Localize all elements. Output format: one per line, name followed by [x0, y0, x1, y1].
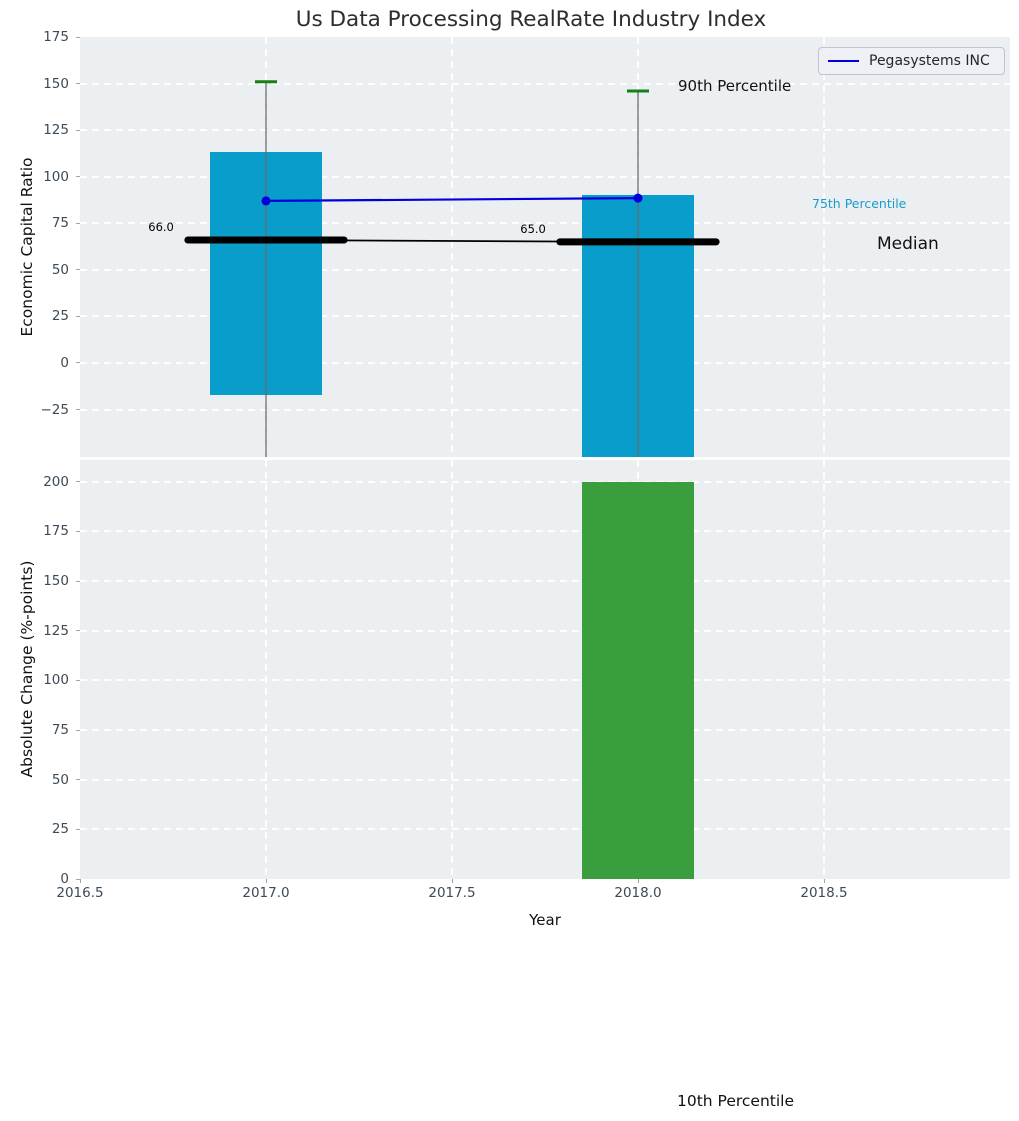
xtick-2018: 2018.0 — [614, 885, 662, 901]
gridline-horizontal — [80, 82, 1010, 85]
bottom-ytickmark — [76, 481, 80, 483]
gridline-horizontal — [80, 828, 1010, 831]
bottom-y-axis-label: Absolute Change (%-points) — [18, 560, 36, 778]
bottom-ytick-125: 125 — [43, 622, 69, 639]
bottom-ytick-150: 150 — [43, 573, 69, 590]
bottom-ytickmark — [76, 779, 80, 781]
gridline-vertical — [823, 37, 825, 457]
median-value-label-2017: 66.0 — [148, 220, 174, 234]
bottom-ytickmark — [76, 630, 80, 632]
gridline-horizontal — [80, 361, 1010, 364]
gridline-horizontal — [80, 778, 1010, 781]
company-marker-2018 — [633, 193, 643, 203]
top-ytick-150: 150 — [43, 75, 69, 92]
gridline-horizontal — [80, 729, 1010, 732]
top-ytickmark — [76, 36, 80, 38]
gridline-horizontal — [80, 175, 1010, 178]
bottom-ytickmark — [76, 679, 80, 681]
annotation-10th-percentile: 10th Percentile — [677, 1092, 795, 1110]
bottom-ytick-200: 200 — [43, 473, 69, 490]
annotation-75th-percentile: 75th Percentile — [812, 196, 907, 211]
top-ytick-25: 25 — [51, 308, 69, 325]
chart-title: Us Data Processing RealRate Industry Ind… — [295, 7, 767, 32]
bottom-ytick-100: 100 — [43, 672, 69, 689]
legend: Pegasystems INC — [818, 47, 1005, 75]
annotation-90th-percentile: 90th Percentile — [678, 77, 792, 95]
gridline-vertical — [451, 37, 453, 457]
bottom-axes — [80, 460, 1010, 879]
top-ytickmark — [76, 129, 80, 131]
top-ytick-100: 100 — [43, 168, 69, 185]
x-axis-label: Year — [529, 911, 561, 929]
gridline-horizontal — [80, 530, 1010, 533]
top-ytickmark — [76, 362, 80, 364]
xtick-2016.5: 2016.5 — [56, 885, 104, 901]
xtickmark — [451, 879, 453, 883]
bottom-ytick-50: 50 — [51, 771, 69, 788]
annotation-median: Median — [877, 234, 939, 254]
bottom-ytick-0: 0 — [60, 871, 69, 887]
gridline-vertical — [451, 460, 453, 879]
change-bar-2018 — [582, 481, 694, 879]
top-axes-overlay — [184, 80, 720, 457]
xtickmark — [637, 879, 639, 883]
company-line — [265, 197, 639, 203]
top-ytickmark — [76, 315, 80, 317]
company-marker-2017 — [261, 196, 271, 206]
xtickmark — [823, 879, 825, 883]
top-ytickmark — [76, 83, 80, 85]
bottom-ytick-75: 75 — [51, 722, 69, 739]
xtick-2017: 2017.0 — [242, 885, 290, 901]
top-ytick-125: 125 — [43, 122, 69, 139]
top-ytick-75: 75 — [51, 215, 69, 232]
xtick-2017.5: 2017.5 — [428, 885, 476, 901]
gridline-horizontal — [80, 580, 1010, 583]
bottom-ytickmark — [76, 828, 80, 830]
gridline-vertical — [265, 460, 267, 879]
top-ytickmark — [76, 269, 80, 271]
top-ytick--25: −25 — [40, 401, 70, 418]
xtickmark — [79, 879, 81, 883]
gridline-horizontal — [80, 629, 1010, 632]
top-axes: 66.0 65.0 — [80, 37, 1010, 457]
gridline-horizontal — [80, 315, 1010, 318]
bottom-ytickmark — [76, 878, 80, 880]
gridline-horizontal — [80, 679, 1010, 682]
gridline-horizontal — [80, 129, 1010, 132]
median-value-label-2018: 65.0 — [520, 221, 546, 236]
bottom-ytickmark — [76, 729, 80, 731]
gridline-horizontal — [80, 268, 1010, 271]
legend-label: Pegasystems INC — [869, 53, 990, 69]
top-ytickmark — [76, 409, 80, 410]
bottom-ytick-25: 25 — [51, 821, 69, 838]
top-ytick-175: 175 — [43, 29, 69, 45]
bottom-ytick-175: 175 — [43, 523, 69, 540]
xtickmark — [265, 879, 267, 883]
top-y-axis-label: Economic Capital Ratio — [18, 157, 36, 337]
xtick-2018.5: 2018.5 — [800, 885, 848, 901]
gridline-vertical — [823, 460, 825, 879]
gridline-horizontal — [80, 408, 1010, 411]
top-ytick-50: 50 — [51, 261, 69, 278]
bottom-ytickmark — [76, 530, 80, 532]
top-ytickmark — [76, 222, 80, 224]
top-ytick-0: 0 — [60, 354, 69, 371]
legend-line-sample — [828, 60, 859, 62]
top-ytickmark — [76, 176, 80, 178]
gridline-horizontal — [80, 222, 1010, 225]
gridline-horizontal — [80, 480, 1010, 483]
bottom-ytickmark — [76, 580, 80, 582]
